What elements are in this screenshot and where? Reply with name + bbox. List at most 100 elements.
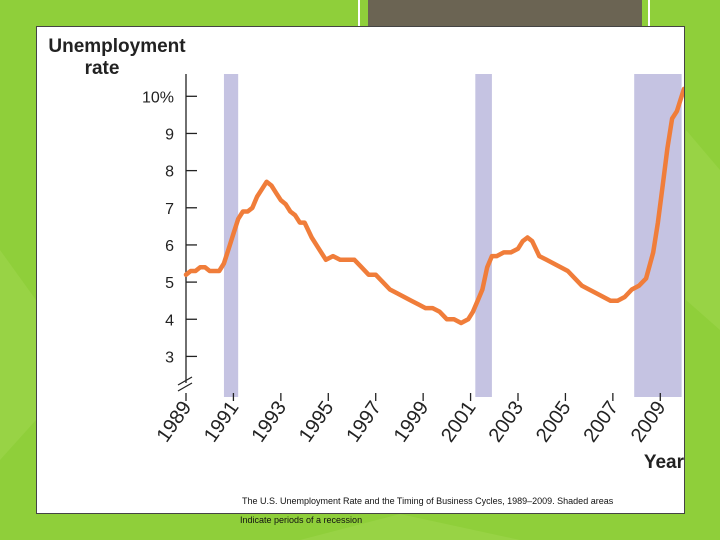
background-shape-bottom: [300, 514, 520, 540]
x-tick-label-2005: 2005: [532, 397, 576, 446]
data-point-25: [298, 221, 302, 225]
caption-line-1: The U.S. Unemployment Rate and the Timin…: [242, 496, 614, 506]
y-tick-label-3: 3: [165, 349, 174, 366]
data-point-78: [651, 250, 655, 254]
data-point-82: [670, 116, 674, 121]
y-tick-label-5: 5: [165, 275, 174, 292]
data-point-46: [445, 317, 449, 321]
data-point-4: [198, 265, 202, 269]
data-point-39: [395, 291, 399, 295]
x-tick-label-1989: 1989: [153, 397, 197, 446]
axis-break-mark-1: [177, 376, 193, 386]
data-point-44: [431, 306, 435, 310]
y-axis-title-line-1: Unemployment: [48, 36, 186, 57]
data-point-79: [656, 221, 660, 225]
data-point-15: [250, 206, 254, 210]
data-point-41: [409, 299, 413, 303]
x-axis-title: Year: [644, 452, 684, 473]
data-point-28: [317, 247, 321, 251]
data-point-5: [203, 265, 207, 269]
data-point-30: [331, 254, 335, 258]
data-point-38: [388, 287, 392, 292]
data-point-14: [246, 209, 250, 214]
y-tick-label-9: 9: [165, 126, 174, 143]
data-point-22: [284, 202, 288, 206]
data-point-24: [293, 213, 297, 217]
data-point-27: [310, 235, 314, 240]
data-point-47: [452, 317, 456, 321]
data-point-31: [338, 258, 342, 262]
axis-break-mark-2: [177, 382, 193, 392]
data-point-56: [502, 250, 506, 254]
data-point-50: [471, 310, 475, 314]
data-point-63: [544, 258, 549, 262]
data-point-17: [260, 187, 264, 191]
data-point-85: [682, 87, 684, 91]
data-point-72: [608, 299, 613, 303]
y-tick-label-6: 6: [165, 238, 174, 255]
data-point-51: [476, 299, 480, 303]
data-point-6: [208, 269, 212, 273]
data-point-16: [255, 195, 259, 199]
data-point-59: [521, 239, 525, 243]
data-point-58: [516, 247, 520, 251]
data-point-76: [637, 284, 641, 288]
data-point-66: [566, 269, 570, 273]
data-point-69: [587, 287, 591, 292]
data-point-36: [374, 273, 378, 277]
data-point-55: [495, 254, 499, 258]
x-tick-label-1997: 1997: [342, 397, 386, 446]
data-point-42: [416, 302, 420, 306]
data-point-68: [580, 284, 584, 288]
data-point-64: [551, 261, 556, 266]
background-shape-right: [686, 130, 720, 330]
data-point-80: [661, 183, 665, 188]
data-point-20: [274, 191, 278, 195]
data-point-33: [352, 258, 356, 262]
data-point-45: [438, 310, 442, 314]
data-point-26: [302, 221, 307, 225]
data-point-54: [490, 254, 494, 258]
data-point-37: [381, 280, 385, 284]
data-point-12: [236, 217, 240, 221]
x-tick-label-2009: 2009: [627, 397, 671, 446]
data-point-2: [189, 269, 193, 273]
y-axis-title-line-2: rate: [85, 58, 120, 79]
background-shape-left: [0, 250, 36, 460]
data-point-40: [402, 295, 406, 299]
data-point-62: [537, 254, 541, 258]
data-point-7: [212, 269, 217, 273]
data-point-49: [466, 317, 470, 321]
data-point-74: [623, 295, 627, 299]
data-point-61: [530, 239, 534, 243]
x-tick-label-2001: 2001: [437, 397, 481, 446]
y-tick-label-7: 7: [165, 201, 174, 218]
data-point-9: [222, 261, 226, 266]
data-point-57: [509, 250, 513, 254]
data-point-81: [665, 146, 670, 150]
chart-panel: 3 4 5 6 7 8 9 10% 1989 1991 1993 1995 1997 1999 2001 20…: [36, 26, 685, 514]
series-line-1: [183, 86, 684, 326]
data-point-34: [359, 265, 364, 269]
data-point-67: [573, 276, 577, 280]
data-point-71: [601, 295, 605, 299]
data-point-1: [184, 273, 188, 277]
data-point-13: [241, 209, 245, 214]
data-point-75: [630, 287, 634, 292]
data-point-70: [594, 291, 598, 295]
recession-band-2: [475, 74, 492, 397]
data-point-10: [227, 247, 231, 251]
data-point-29: [324, 258, 328, 262]
data-point-60: [525, 235, 530, 240]
x-tick-label-1999: 1999: [390, 397, 434, 446]
data-point-32: [345, 258, 349, 262]
y-tick-label-4: 4: [165, 312, 174, 329]
data-point-43: [423, 306, 428, 310]
data-point-23: [288, 209, 292, 214]
data-point-48: [459, 321, 463, 325]
data-point-65: [559, 265, 563, 269]
y-tick-label-10: 10%: [142, 89, 174, 106]
x-tick-label-1993: 1993: [247, 397, 291, 446]
